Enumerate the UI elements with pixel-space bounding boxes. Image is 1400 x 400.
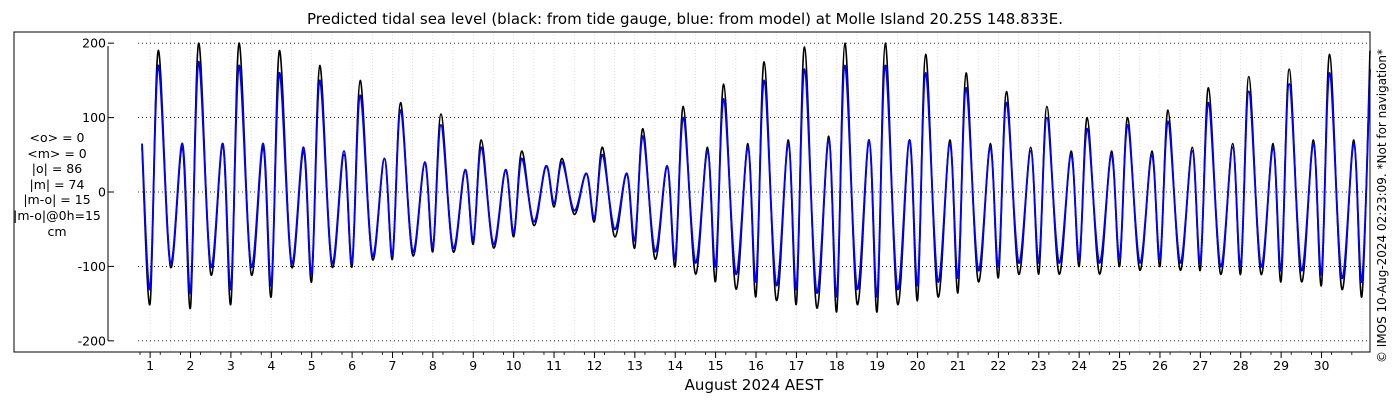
x-tick-label: 27 (1192, 358, 1208, 373)
x-tick-label: 8 (429, 358, 437, 373)
series-line-model (141, 60, 1371, 298)
x-tick-label: 22 (990, 358, 1006, 373)
credit-text: © IMOS 10-Aug-2024 02:23:09. *Not for na… (1375, 48, 1389, 364)
stats-panel: <o> = 0 <m> = 0 |o| = 86 |m| = 74 |m-o| … (4, 130, 110, 239)
x-tick-label: 19 (869, 358, 885, 373)
stat-mean-obs: <o> = 0 (29, 130, 85, 145)
y-tick-label: 100 (82, 110, 106, 125)
x-tick-label: 20 (910, 358, 926, 373)
x-tick-label: 10 (506, 358, 522, 373)
x-tick-label: 25 (1112, 358, 1128, 373)
stat-abs-diff-0h: |m-o|@0h=15 (13, 207, 101, 223)
x-tick-label: 26 (1152, 358, 1168, 373)
stat-mean-model: <m> = 0 (27, 145, 87, 161)
y-tick-label: 200 (82, 36, 106, 51)
x-tick-label: 2 (187, 358, 195, 373)
x-tick-label: 7 (389, 358, 397, 373)
stat-abs-model: |m| = 74 (29, 176, 85, 192)
x-tick-label: 12 (586, 358, 602, 373)
x-axis-label: August 2024 AEST (684, 376, 824, 394)
x-tick-label: 18 (829, 358, 845, 373)
y-tick-label: -100 (78, 259, 106, 274)
x-tick-label: 13 (627, 358, 643, 373)
y-tick-label: -200 (78, 333, 106, 348)
series-layer (141, 42, 1371, 313)
x-tick-label: 3 (227, 358, 235, 373)
stat-abs-diff: |m-o| = 15 (23, 192, 91, 208)
gridlines (138, 32, 1370, 352)
x-tick-label: 14 (667, 358, 683, 373)
x-tick-label: 23 (1031, 358, 1047, 373)
x-tick-label: 24 (1071, 358, 1087, 373)
x-tick-label: 11 (546, 358, 562, 373)
x-tick-label: 16 (748, 358, 764, 373)
x-tick-label: 1 (146, 358, 154, 373)
stat-abs-obs: |o| = 86 (31, 161, 83, 177)
x-tick-label: 29 (1273, 358, 1289, 373)
x-tick-label: 6 (348, 358, 356, 373)
stat-unit: cm (47, 223, 67, 239)
plot-frame (13, 31, 1371, 353)
x-tick-label: 5 (308, 358, 316, 373)
x-tick-label: 15 (708, 358, 724, 373)
x-tick-label: 17 (788, 358, 804, 373)
y-tick-label: 0 (98, 185, 106, 200)
x-tick-label: 4 (267, 358, 275, 373)
x-tick-label: 28 (1233, 358, 1249, 373)
x-tick-label: 21 (950, 358, 966, 373)
chart-title: Predicted tidal sea level (black: from t… (307, 10, 1063, 28)
x-tick-label: 30 (1314, 358, 1330, 373)
x-tick-label: 9 (469, 358, 477, 373)
